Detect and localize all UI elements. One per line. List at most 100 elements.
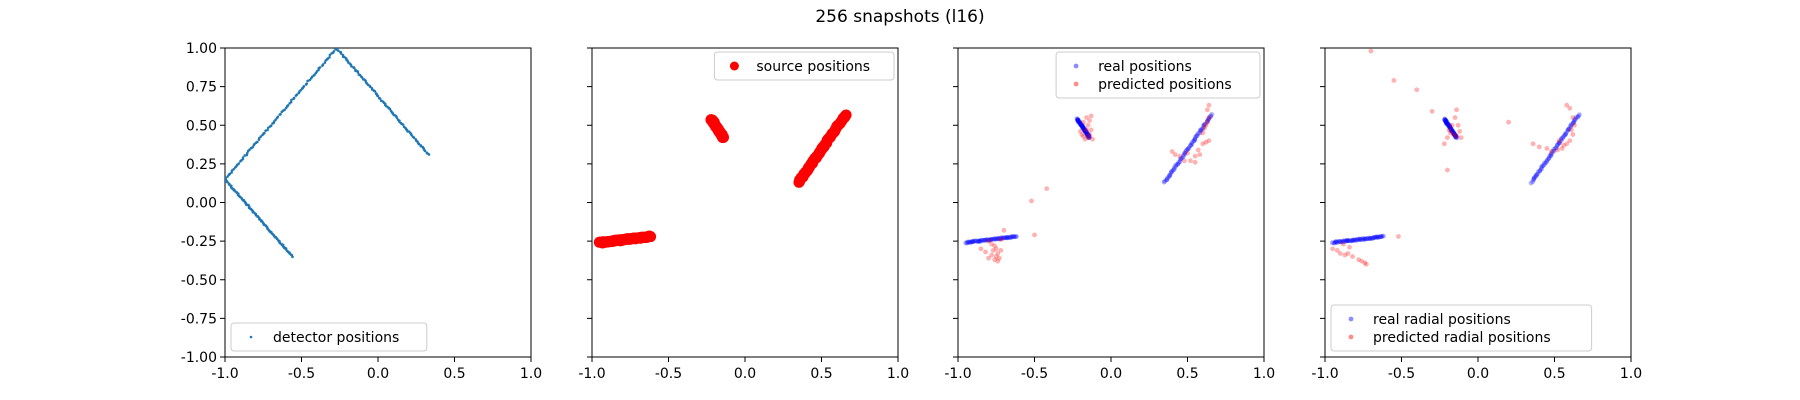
data-point: [1346, 238, 1352, 244]
x-tick-label: 0.0: [367, 366, 389, 382]
y-tick-label: -1.00: [181, 350, 217, 366]
data-point: [1076, 120, 1082, 126]
data-point: [1551, 148, 1557, 154]
data-point: [1081, 126, 1087, 131]
data-point: [1444, 121, 1450, 127]
data-point: [1185, 146, 1191, 152]
data-point: [1536, 144, 1542, 150]
data-point: [1567, 105, 1573, 111]
data-point: [981, 238, 987, 243]
data-point: [1442, 117, 1448, 123]
data-point: [1082, 129, 1088, 135]
data-point: [1553, 145, 1559, 151]
data-point: [1356, 257, 1362, 263]
data-point: [966, 239, 971, 245]
data-point: [1338, 239, 1344, 245]
data-point: [964, 240, 970, 246]
data-point: [1444, 120, 1449, 126]
data-point: [1079, 123, 1085, 129]
data-point: [1337, 251, 1343, 256]
data-point: [1429, 108, 1435, 114]
data-point: [1087, 132, 1092, 137]
data-point: [368, 85, 372, 88]
data-point: [1370, 235, 1376, 240]
data-point: [376, 94, 380, 98]
data-point: [1553, 145, 1558, 151]
data-point: [840, 109, 852, 121]
data-point: [1451, 131, 1457, 137]
data-point: [970, 239, 976, 244]
data-point: [991, 236, 997, 242]
data-point: [1563, 131, 1569, 137]
data-point: [332, 50, 336, 53]
data-point: [1570, 132, 1576, 137]
data-point: [1375, 235, 1381, 241]
data-point: [1571, 119, 1577, 124]
data-point: [1044, 186, 1050, 191]
data-point: [1342, 252, 1348, 258]
legend-marker: [1073, 81, 1079, 87]
data-point: [1535, 169, 1541, 175]
data-point: [1443, 118, 1449, 124]
data-point: [1381, 233, 1386, 239]
data-point: [243, 154, 247, 157]
data-point: [1570, 115, 1576, 120]
data-point: [323, 61, 327, 64]
data-point: [378, 97, 382, 100]
legend-label: real positions: [1098, 59, 1192, 75]
data-point: [1206, 102, 1212, 108]
data-point: [1331, 240, 1337, 246]
x-tick-label: 0.0: [1467, 366, 1489, 382]
data-point: [1347, 238, 1353, 244]
data-point: [227, 182, 231, 186]
data-point: [251, 145, 254, 149]
data-point: [1000, 235, 1005, 241]
data-point: [1453, 133, 1459, 139]
data-point: [1194, 133, 1199, 139]
y-tick-label: 1.00: [186, 41, 217, 57]
data-point: [1350, 237, 1356, 243]
data-point: [975, 239, 981, 245]
data-point: [1550, 148, 1556, 154]
data-point: [1564, 141, 1570, 147]
data-point: [237, 162, 241, 165]
data-point: [1537, 168, 1543, 173]
data-point: [1366, 235, 1372, 241]
data-point: [988, 237, 994, 243]
data-point: [1447, 125, 1453, 131]
data-point: [1079, 122, 1085, 128]
data-point: [1344, 238, 1350, 244]
data-point: [1454, 133, 1459, 139]
data-point: [1572, 117, 1577, 123]
data-point: [989, 241, 995, 247]
data-point: [1555, 147, 1560, 153]
data-point: [269, 124, 273, 128]
y-tick-label: 0.00: [186, 196, 217, 212]
data-point: [1084, 131, 1090, 137]
data-point: [1172, 152, 1178, 158]
data-point: [1081, 126, 1087, 132]
data-point: [1538, 165, 1544, 170]
data-point: [1203, 122, 1209, 128]
legend: real positions predicted positions: [1055, 51, 1261, 99]
data-point: [1528, 180, 1534, 186]
data-point: [1444, 119, 1450, 125]
data-point: [1206, 115, 1212, 121]
data-point: [1547, 153, 1553, 159]
data-point: [1453, 134, 1459, 139]
data-point: [988, 236, 994, 242]
data-point: [1535, 171, 1540, 177]
data-point: [1368, 48, 1374, 54]
data-point: [1448, 130, 1453, 136]
data-point: [1197, 130, 1203, 136]
data-point: [292, 96, 296, 100]
data-point: [1451, 130, 1457, 136]
data-point: [1549, 149, 1554, 154]
data-point: [1451, 131, 1457, 137]
data-point: [1548, 152, 1554, 157]
data-point: [1447, 123, 1453, 129]
data-point: [1011, 234, 1017, 240]
data-point: [1167, 173, 1173, 179]
data-point: [1359, 258, 1365, 264]
data-point: [1029, 198, 1034, 204]
